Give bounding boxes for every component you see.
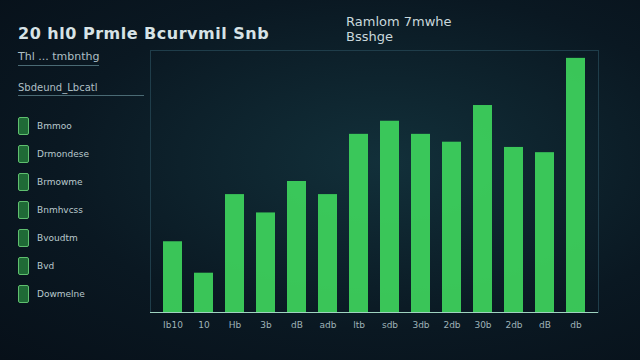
svg-text:Hb: Hb [229,320,242,330]
svg-text:sdb: sdb [382,320,398,330]
svg-text:dB: dB [291,320,303,330]
svg-text:2db: 2db [443,320,460,330]
svg-text:10: 10 [198,320,210,330]
html-text:Bnmhvcss: Bnmhvcss [37,205,83,215]
html-text:Brmowme: Brmowme [37,177,83,187]
svg-text:adb: adb [320,320,337,330]
svg-text:2db: 2db [505,320,522,330]
svg-text:30b: 30b [474,320,491,330]
html-text:Dowmelne: Dowmelne [37,289,85,299]
html-text:Bvd: Bvd [37,261,55,271]
html-text:20 hl0 Prmle Bcurvmil Snb: 20 hl0 Prmle Bcurvmil Snb [18,24,270,43]
svg-text:3db: 3db [412,320,429,330]
html-text:Sbdeund_Lbcatl: Sbdeund_Lbcatl [18,82,98,93]
html-text:Bmmoo: Bmmoo [37,121,72,131]
html-text:Bvoudtm: Bvoudtm [37,233,78,243]
svg-text:db: db [570,320,582,330]
svg-text:Ib10: Ib10 [163,320,183,330]
html-text:Drmondese: Drmondese [37,149,89,159]
svg-text:dB: dB [539,320,551,330]
html-text:Ramlom 7mwhe Bsshge: Ramlom 7mwhe Bsshge [346,14,452,44]
html-text:Thl ... tmbnthg: Thl ... tmbnthg [18,50,100,63]
svg-text:ltb: ltb [353,320,365,330]
svg-text:3b: 3b [260,320,272,330]
